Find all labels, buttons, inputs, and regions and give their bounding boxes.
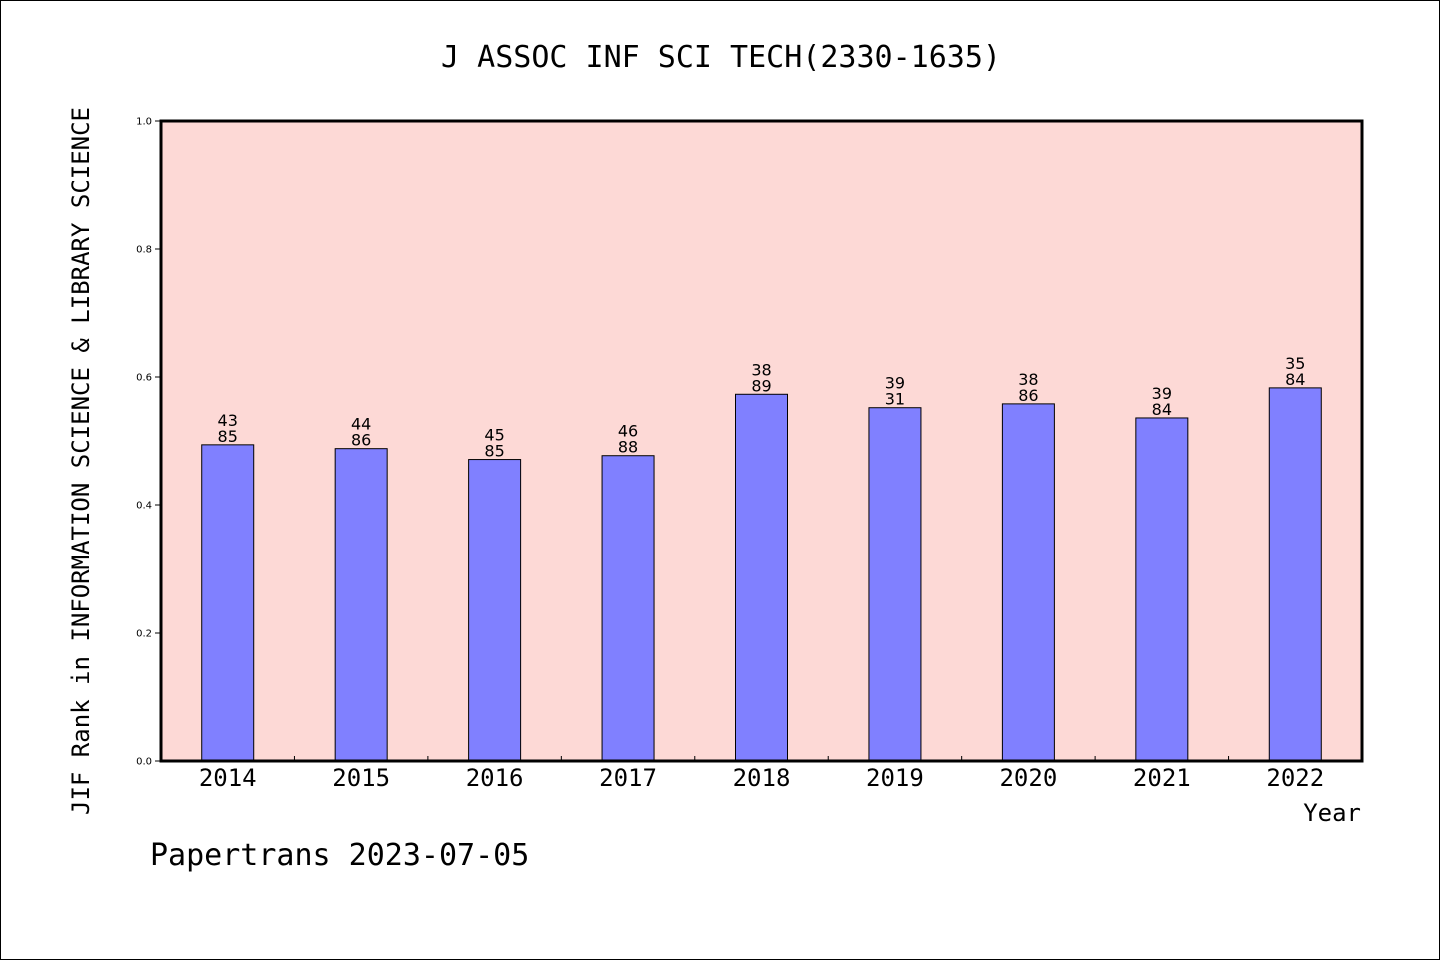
bar-2018 bbox=[735, 393, 788, 762]
bar-label-2019-top: 39 bbox=[885, 374, 905, 393]
bar-label-2018-top: 38 bbox=[751, 360, 771, 379]
plot-frame bbox=[159, 119, 1364, 763]
x-axis-label: Year bbox=[1303, 799, 1361, 827]
bar-2019 bbox=[868, 407, 922, 762]
bar-label-2015-top: 44 bbox=[351, 415, 371, 434]
x-tick-label-2018: 2018 bbox=[733, 764, 791, 792]
bar-2014 bbox=[201, 444, 255, 762]
y-tick-label: 0.2 bbox=[136, 629, 152, 640]
bar-label-2022-top: 35 bbox=[1285, 354, 1305, 373]
bar-label-2022-bottom: 84 bbox=[1285, 370, 1305, 389]
y-axis: 0.0 0.2 0.4 0.6 0.8 1.0 bbox=[136, 117, 161, 768]
bar-label-2014-top: 43 bbox=[218, 411, 238, 430]
x-tick-label-2014: 2014 bbox=[199, 764, 257, 792]
bar-label-2020-bottom: 86 bbox=[1018, 386, 1038, 405]
bar-label-2021-bottom: 84 bbox=[1152, 400, 1172, 419]
x-tick-label-2019: 2019 bbox=[866, 764, 924, 792]
x-tick-label-2016: 2016 bbox=[466, 764, 524, 792]
bar-2021 bbox=[1135, 417, 1189, 762]
bar-label-2017-top: 46 bbox=[618, 422, 638, 441]
bars-group bbox=[201, 387, 1322, 762]
x-tick-label-2015: 2015 bbox=[332, 764, 390, 792]
bar-label-2020-top: 38 bbox=[1018, 370, 1038, 389]
y-tick-label: 0.4 bbox=[136, 501, 152, 512]
chart-title: J ASSOC INF SCI TECH(2330-1635) bbox=[441, 40, 1001, 75]
y-tick-label: 0.8 bbox=[136, 245, 152, 256]
y-tick-label: 1.0 bbox=[136, 117, 152, 128]
bar-2016 bbox=[468, 459, 522, 762]
bar-label-2019-bottom: 31 bbox=[885, 390, 905, 409]
bar-label-2016-bottom: 85 bbox=[484, 442, 504, 461]
bar-label-2015-bottom: 86 bbox=[351, 431, 371, 450]
y-tick-label: 0.6 bbox=[136, 373, 152, 384]
bar-2015 bbox=[334, 448, 388, 762]
bar-label-2018-bottom: 89 bbox=[751, 376, 771, 395]
x-tick-label-2020: 2020 bbox=[999, 764, 1057, 792]
y-tick-label: 0.0 bbox=[136, 757, 152, 768]
x-tick-label-2021: 2021 bbox=[1133, 764, 1191, 792]
bar-label-2017-bottom: 88 bbox=[618, 438, 638, 457]
bar-label-2016-top: 45 bbox=[484, 426, 504, 445]
bar-label-2014-bottom: 85 bbox=[218, 427, 238, 446]
x-tick-label-2022: 2022 bbox=[1266, 764, 1324, 792]
bar-2020 bbox=[1001, 403, 1055, 762]
bar-2022 bbox=[1268, 387, 1322, 762]
x-axis: 2014 2015 2016 2017 2018 2019 2020 2021 2022 bbox=[199, 756, 1324, 792]
y-axis-label: JIF Rank in INFORMATION SCIENCE & LIBRAR… bbox=[67, 107, 95, 815]
x-tick-label-2017: 2017 bbox=[599, 764, 657, 792]
footer-stamp: Papertrans 2023-07-05 bbox=[150, 838, 529, 873]
bar-2017 bbox=[601, 455, 655, 762]
bar-label-2021-top: 39 bbox=[1152, 384, 1172, 403]
